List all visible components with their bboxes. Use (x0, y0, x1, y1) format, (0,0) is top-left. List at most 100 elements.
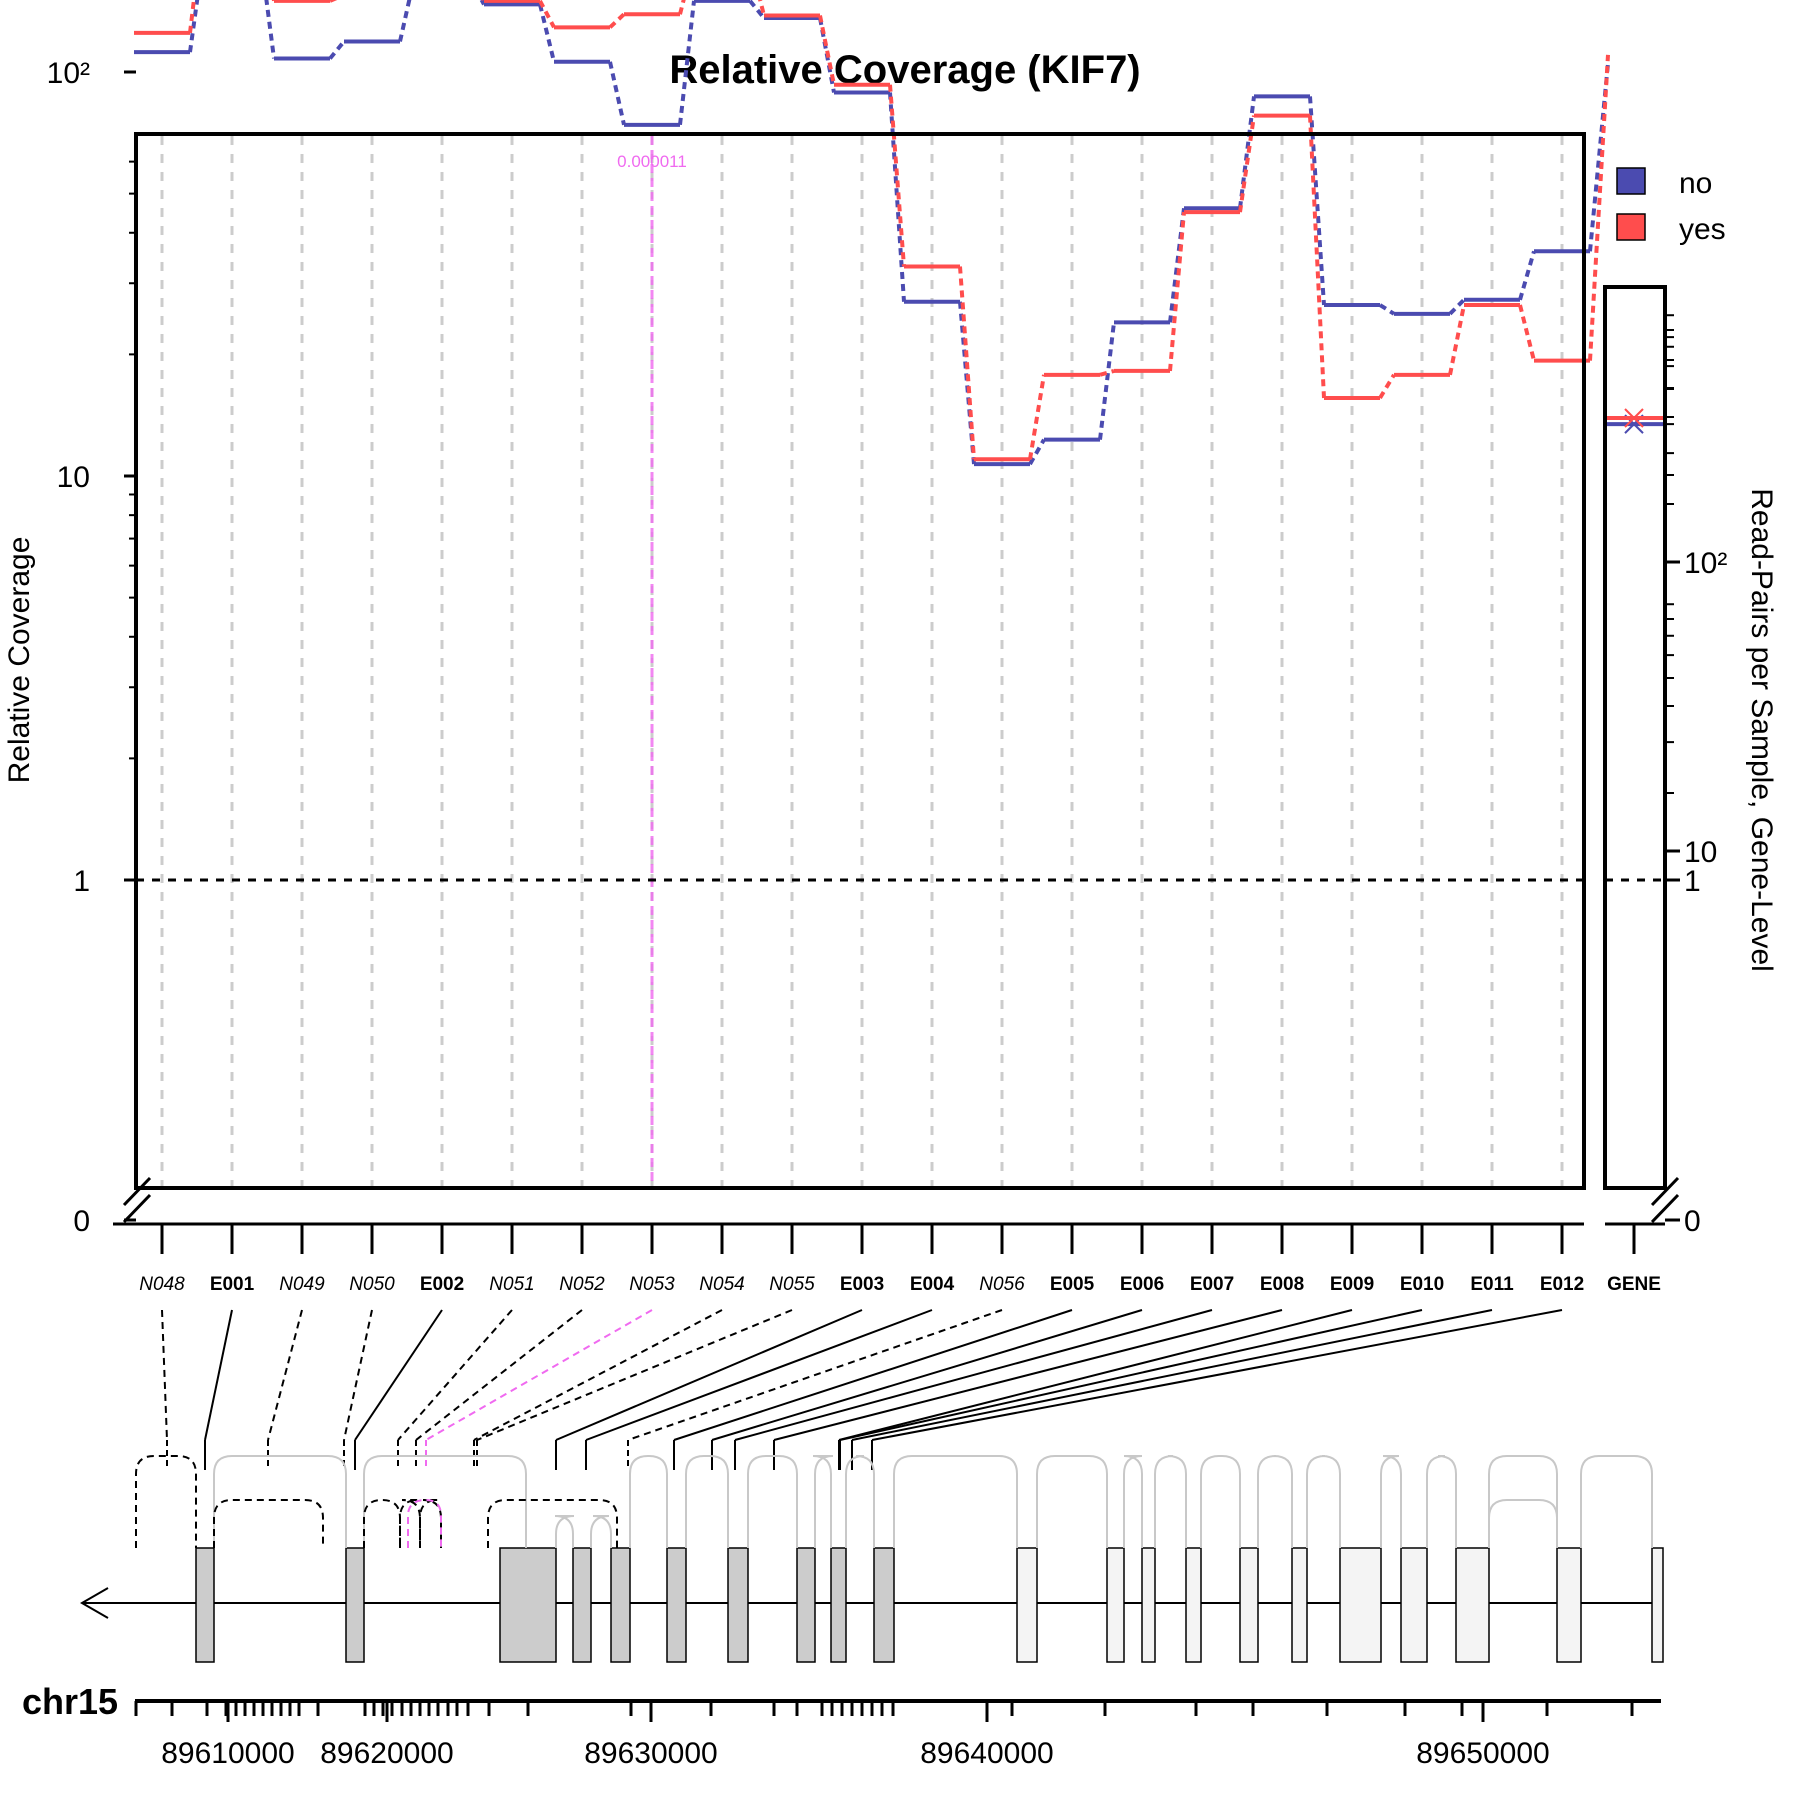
connector-no-E008 (1308, 96, 1326, 306)
connector-E003 (555, 1309, 863, 1441)
connector-N055 (476, 1309, 793, 1441)
exon-box (830, 1547, 847, 1663)
connector-E006 (711, 1309, 1143, 1441)
chromosome-label: chr15 (22, 1681, 118, 1722)
connector-E001 (204, 1309, 233, 1441)
exon-box (1400, 1547, 1428, 1663)
connector-E004 (585, 1309, 933, 1441)
genome-tick-label: 89640000 (920, 1737, 1053, 1770)
coverage-series (134, 0, 1610, 467)
connector-no-N050 (398, 0, 412, 42)
connector-yes-E010 (1448, 304, 1466, 376)
connector-no-N051 (538, 3, 556, 63)
y-right-tick-label: 1 (1684, 865, 1701, 898)
feature-label-N053: N053 (629, 1274, 675, 1295)
feature-label-E005: E005 (1050, 1274, 1095, 1295)
connector-E012 (871, 1309, 1563, 1441)
connector-N052 (415, 1309, 583, 1441)
splice-junction-arc (845, 1455, 875, 1548)
connector-yes-N054 (758, 0, 766, 16)
y-tick-label: 0 (73, 1205, 90, 1238)
connector-E005 (673, 1309, 1073, 1441)
splice-junction-arc (812, 1455, 834, 1548)
connector-yes-E002 (481, 0, 486, 2)
splice-junction-arc (419, 1499, 442, 1548)
splice-junction-arc (629, 1455, 668, 1548)
connector-no-E003 (888, 92, 906, 302)
feature-label-E007: E007 (1190, 1274, 1234, 1295)
connector-E008 (773, 1309, 1283, 1441)
genome-tick-label: 89620000 (320, 1737, 453, 1770)
connector-N056 (627, 1309, 1003, 1441)
y-tick-label: 10 (57, 461, 90, 494)
splice-junction-arc (590, 1515, 612, 1548)
connector-E010 (839, 1309, 1423, 1441)
feature-label-N050: N050 (349, 1274, 395, 1295)
connector-N051 (397, 1309, 513, 1441)
exon-box (666, 1547, 687, 1663)
y-right-tick-label: 0 (1684, 1205, 1701, 1238)
feature-connectors (161, 1309, 1563, 1470)
feature-label-N056: N056 (979, 1274, 1025, 1295)
connector-N054 (473, 1309, 723, 1441)
splice-junction-arc (363, 1455, 527, 1548)
feature-label-E006: E006 (1120, 1274, 1164, 1295)
exon-box (1455, 1547, 1490, 1663)
connector-yes-E003 (888, 84, 906, 267)
splice-junction-arc (487, 1499, 618, 1548)
connector-yes-gene (1588, 54, 1610, 361)
connector-no-E001 (264, 0, 276, 59)
splice-junction-arc (1580, 1455, 1653, 1548)
y-axis-title: Relative Coverage (3, 537, 36, 784)
transcript-model (79, 1455, 1664, 1663)
highlight-band: 0.000011 (617, 136, 687, 1186)
connector-N053 (425, 1309, 653, 1441)
feature-label-E009: E009 (1330, 1274, 1374, 1295)
exon-box (1106, 1547, 1125, 1663)
axis-break-mark (122, 1176, 152, 1207)
feature-label-N049: N049 (279, 1274, 325, 1295)
connector-no-N048 (188, 0, 200, 53)
splice-junction-arc (1154, 1455, 1187, 1548)
feature-label-E011: E011 (1470, 1274, 1514, 1295)
feature-label-GENE: GENE (1607, 1274, 1661, 1295)
splice-junction-arc (363, 1498, 401, 1548)
connector-yes-E004 (958, 266, 976, 460)
splice-junction-arc (1123, 1455, 1143, 1548)
splice-junction-arc (1380, 1455, 1402, 1548)
splice-junction-arc (1488, 1499, 1558, 1548)
splice-junction-arc (213, 1455, 347, 1548)
connector-no-E011 (1518, 250, 1536, 301)
connector-no-N049 (328, 40, 346, 60)
connector-yes-E009 (1378, 373, 1396, 400)
connector-yes-E005 (1099, 369, 1115, 377)
splice-junction-arc-highlight (407, 1498, 442, 1548)
connector-E009 (838, 1309, 1353, 1441)
strand-arrow-icon (79, 1587, 109, 1619)
feature-axis: N048 E001 N049 N050 E002 N051 N052 N053 N054 N055… (113, 1222, 1665, 1295)
feature-label-E001: E001 (210, 1274, 255, 1295)
splice-junction-arc (1257, 1455, 1293, 1548)
connector-no-N053 (678, 0, 696, 126)
splice-junction-arc (135, 1455, 197, 1548)
genome-tick-label: 89630000 (584, 1737, 717, 1770)
legend: no yes (1616, 167, 1726, 246)
exon-box (1141, 1547, 1156, 1663)
exon-box (796, 1547, 816, 1663)
feature-label-N051: N051 (489, 1274, 534, 1295)
feature-label-E002: E002 (420, 1274, 464, 1295)
gene-mark-yes (1624, 408, 1644, 428)
splice-junction-arc (213, 1499, 324, 1548)
genome-tick-label: 89610000 (161, 1737, 294, 1770)
axis-break-mark-right (1650, 1176, 1680, 1207)
connector-no-N052 (608, 61, 626, 126)
exon-box (727, 1547, 749, 1663)
splice-junction-arc (1306, 1455, 1341, 1548)
exon-box (1185, 1547, 1202, 1663)
connector-yes-E011 (1518, 304, 1536, 362)
connector-E002 (354, 1309, 443, 1441)
connector-no-E009 (1378, 303, 1396, 316)
feature-label-E012: E012 (1540, 1274, 1584, 1295)
connector-no-E010 (1448, 298, 1466, 316)
